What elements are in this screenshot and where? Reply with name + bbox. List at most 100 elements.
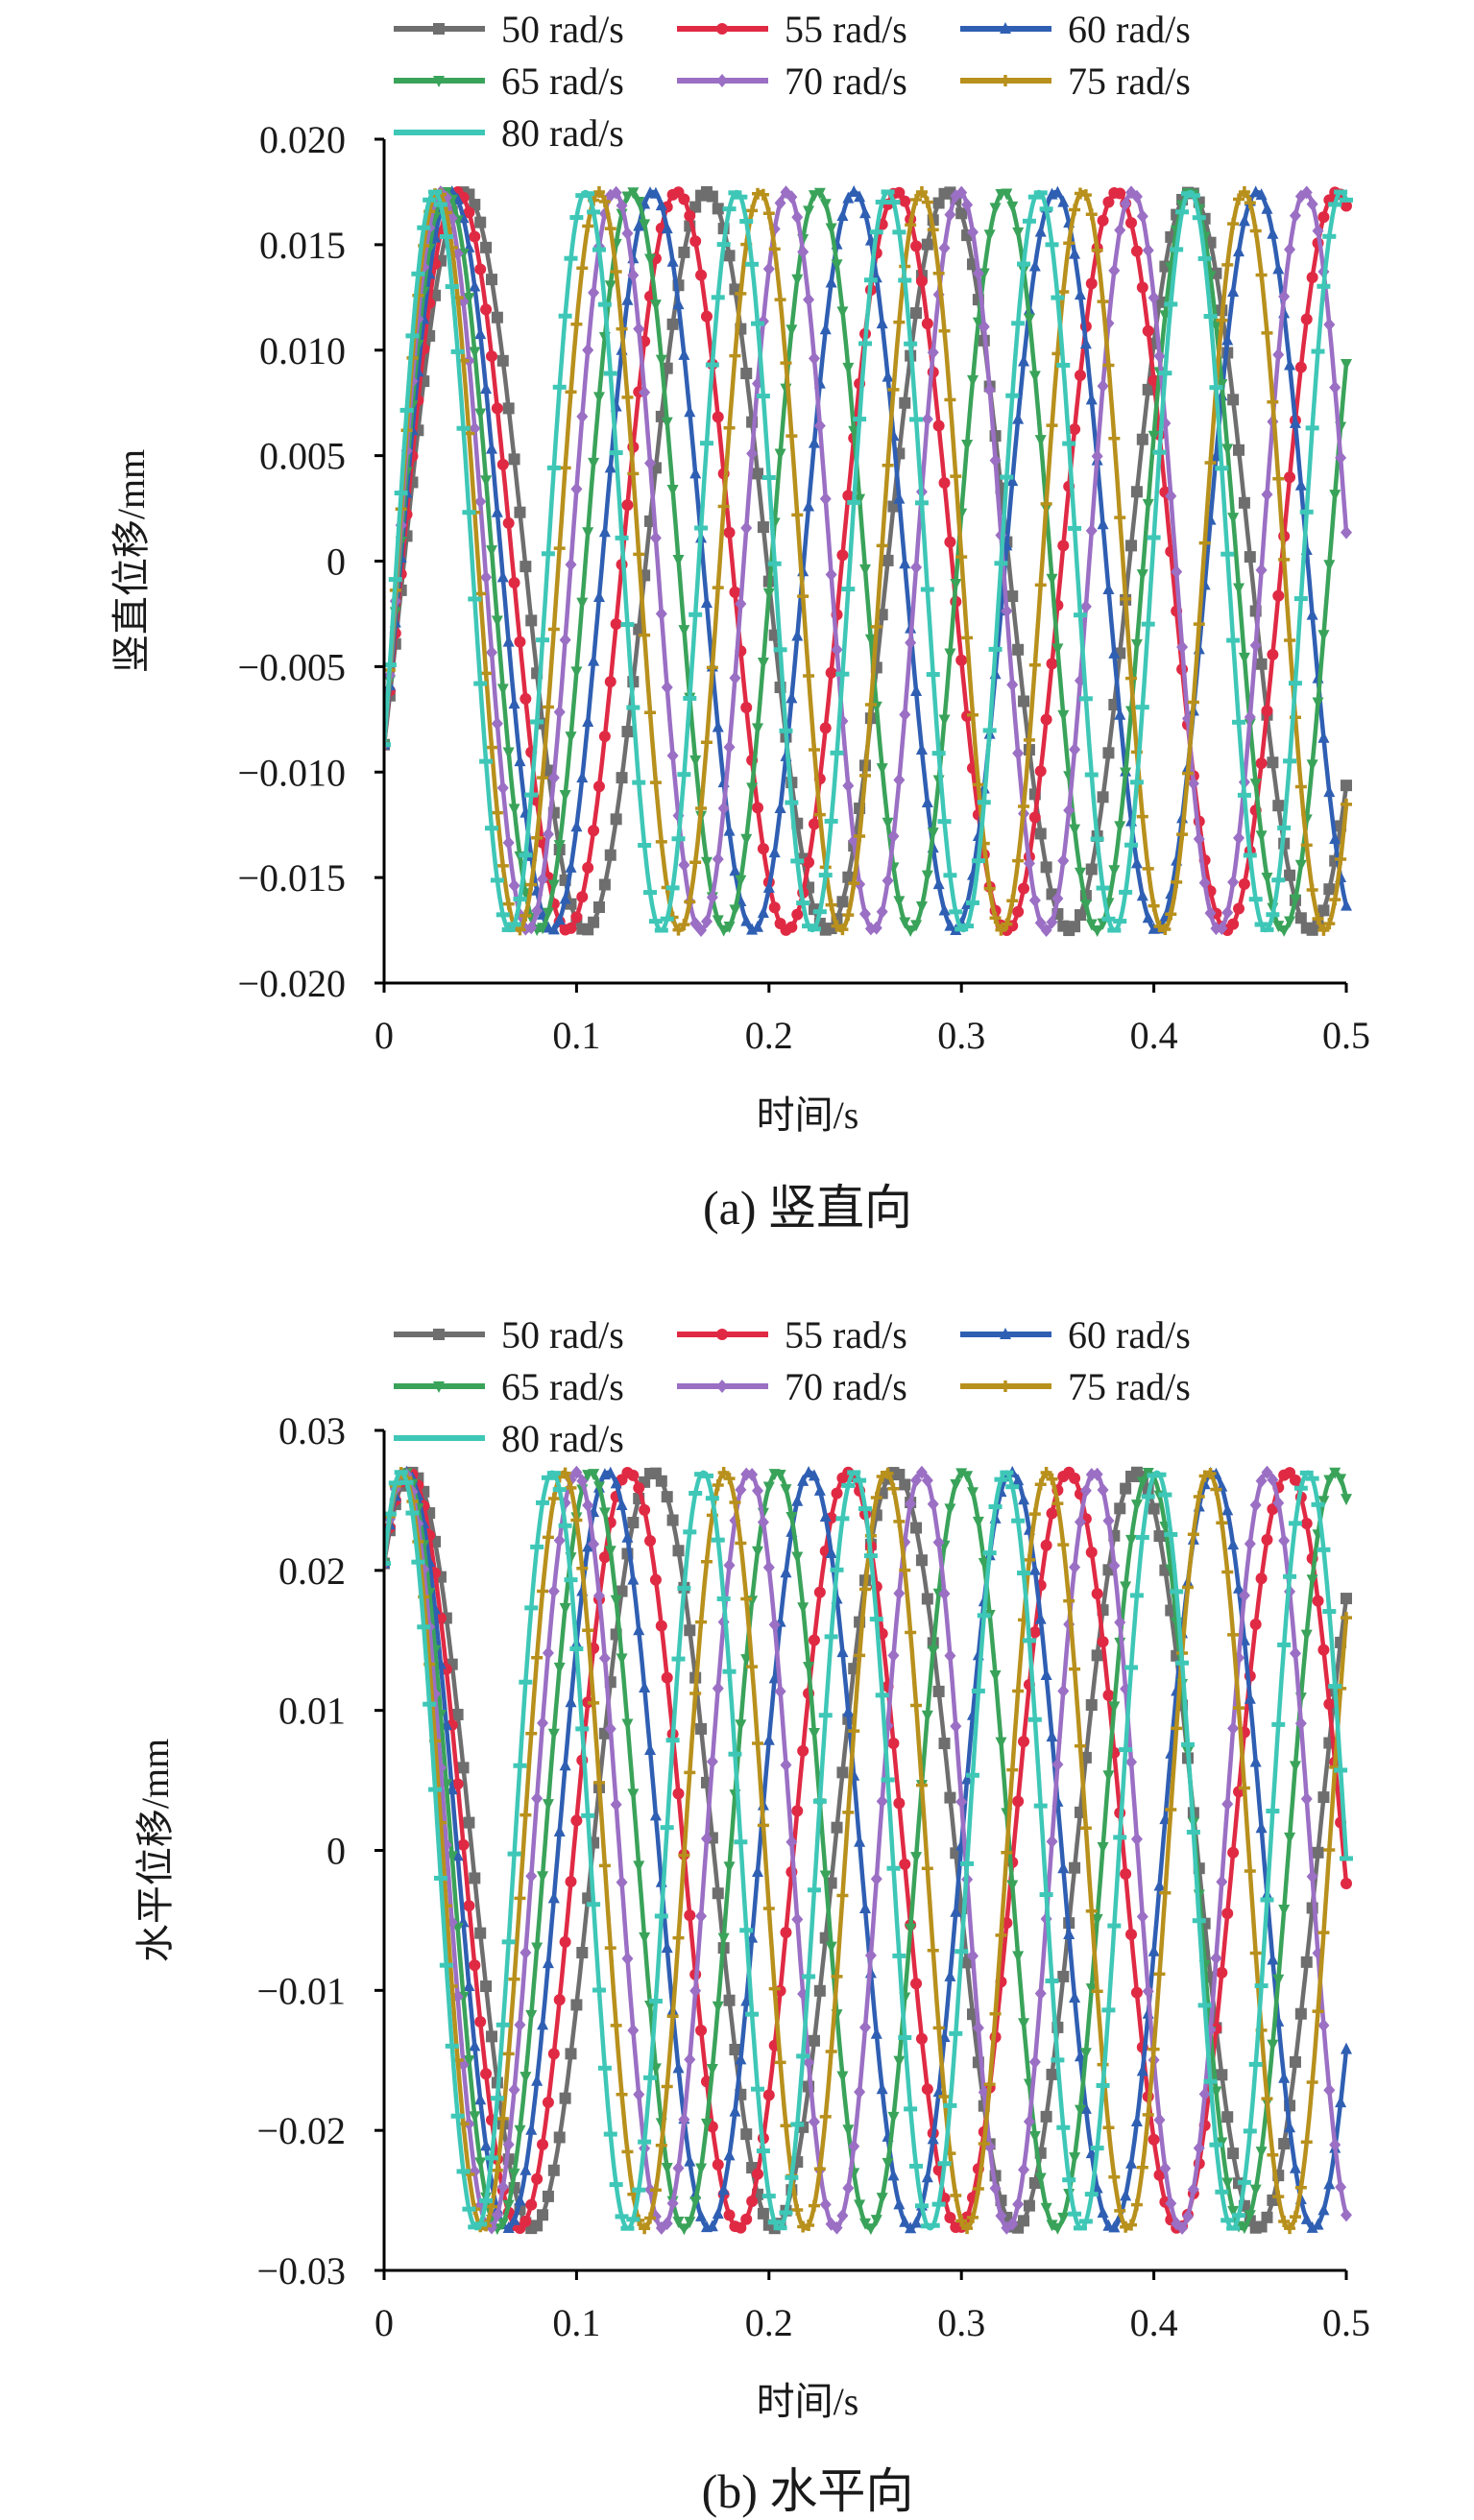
data-point xyxy=(944,536,956,548)
data-point xyxy=(910,1699,923,1712)
y-tick-label: 0 xyxy=(326,1830,346,1873)
data-point xyxy=(520,692,532,705)
data-point xyxy=(1136,810,1148,823)
legend-item-50: 50 rad/s xyxy=(394,8,624,51)
data-point xyxy=(508,878,520,893)
data-point xyxy=(1084,772,1099,778)
data-point xyxy=(1238,1588,1250,1602)
data-point xyxy=(621,391,634,403)
data-point xyxy=(661,1941,673,1954)
data-point xyxy=(1272,2191,1285,2203)
data-point xyxy=(1176,828,1189,841)
data-point xyxy=(746,2195,759,2207)
legend-label: 50 rad/s xyxy=(501,1313,624,1356)
data-point xyxy=(1255,658,1268,670)
data-point xyxy=(1233,1581,1245,1594)
data-point xyxy=(1267,1473,1279,1487)
data-point xyxy=(1204,1468,1217,1480)
data-point xyxy=(1119,889,1133,895)
data-point xyxy=(1051,1757,1064,1771)
data-point xyxy=(1034,828,1047,840)
chart-panel-vertical: −0.020−0.015−0.010−0.00500.0050.0100.015… xyxy=(109,8,1370,1235)
data-point xyxy=(1272,921,1285,933)
data-point xyxy=(1227,513,1240,525)
data-point xyxy=(950,1905,962,1917)
data-point xyxy=(1040,861,1052,874)
data-point xyxy=(870,2215,882,2227)
data-point xyxy=(1341,525,1352,540)
data-point xyxy=(728,1751,742,1757)
data-point xyxy=(1216,2069,1228,2081)
data-point xyxy=(803,293,815,307)
y-tick-label: −0.005 xyxy=(237,645,346,688)
data-point xyxy=(711,295,725,300)
data-point xyxy=(490,2096,504,2101)
data-point xyxy=(927,1645,939,1658)
data-point xyxy=(712,582,724,594)
data-point xyxy=(604,1466,616,1478)
data-point xyxy=(542,1799,554,1812)
data-point xyxy=(740,2213,753,2225)
data-point xyxy=(1085,523,1098,538)
data-point xyxy=(1028,2176,1041,2189)
data-point xyxy=(695,1616,708,1628)
data-point xyxy=(1335,2180,1347,2195)
data-point xyxy=(559,790,571,803)
data-point xyxy=(514,755,526,767)
data-point xyxy=(926,672,940,678)
data-point xyxy=(927,828,939,840)
data-point xyxy=(752,468,764,480)
data-point xyxy=(520,2072,532,2084)
data-point xyxy=(654,927,668,933)
data-point xyxy=(1271,877,1286,883)
data-point xyxy=(485,274,497,286)
data-point xyxy=(468,2224,482,2230)
data-point xyxy=(1057,1861,1070,1874)
data-point xyxy=(655,835,667,848)
legend-item-70: 70 rad/s xyxy=(677,60,907,103)
data-point xyxy=(1136,889,1148,901)
data-point xyxy=(807,1887,821,1893)
data-point xyxy=(616,1653,628,1666)
data-point xyxy=(1165,2196,1177,2211)
data-point xyxy=(1040,1466,1052,1478)
data-point xyxy=(1039,206,1053,212)
data-point xyxy=(1329,490,1341,502)
data-point xyxy=(1136,2064,1148,2076)
data-point xyxy=(802,924,816,929)
data-point xyxy=(700,914,713,928)
data-point xyxy=(779,2210,793,2216)
data-point xyxy=(553,1994,566,2006)
data-point xyxy=(592,780,605,793)
data-point xyxy=(1136,433,1148,445)
legend: 50 rad/s 55 rad/s 60 rad/s65 rad/s 70 rad/s… xyxy=(394,8,1191,155)
data-point xyxy=(1034,435,1047,447)
data-point xyxy=(502,635,515,647)
data-point xyxy=(1069,1560,1081,1574)
data-point xyxy=(695,1908,708,1923)
data-point xyxy=(1057,540,1070,552)
data-point xyxy=(1312,1595,1324,1607)
data-point xyxy=(1012,412,1025,424)
data-point xyxy=(1215,466,1229,471)
data-point xyxy=(678,1849,690,1861)
data-point xyxy=(995,1929,1007,1941)
data-point xyxy=(552,1487,567,1493)
data-point xyxy=(909,2163,924,2169)
data-point xyxy=(508,804,520,816)
data-point xyxy=(1317,211,1330,224)
data-point xyxy=(1266,912,1280,918)
data-point xyxy=(666,484,679,496)
data-point xyxy=(1227,2205,1240,2218)
data-point xyxy=(752,920,764,932)
data-point xyxy=(824,818,838,824)
data-point xyxy=(1244,709,1256,724)
data-point xyxy=(1323,1475,1336,1487)
data-point xyxy=(899,195,911,207)
data-point xyxy=(915,1465,928,1479)
data-point xyxy=(519,852,533,858)
data-point xyxy=(1023,1553,1035,1566)
data-point xyxy=(762,880,775,893)
data-point xyxy=(965,1772,979,1778)
data-point xyxy=(1221,1908,1234,1920)
